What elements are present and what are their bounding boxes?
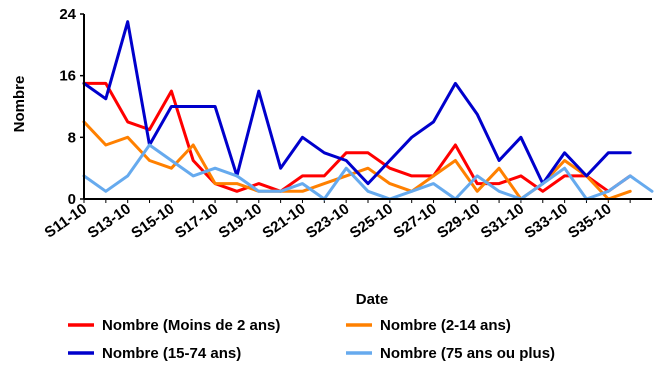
series-line-4 bbox=[82, 143, 654, 201]
series-line-3 bbox=[82, 20, 632, 186]
x-tick-label: S25-10 bbox=[347, 200, 396, 242]
y-axis-title-group: Nombre bbox=[11, 76, 28, 133]
y-tick-label: 0 bbox=[68, 191, 76, 208]
y-tick-label: 16 bbox=[59, 68, 76, 85]
x-tick-label: S21-10 bbox=[259, 200, 308, 242]
x-tick-label: S11-10 bbox=[42, 200, 91, 241]
x-tick-label: S27-10 bbox=[390, 200, 439, 242]
x-tick-label: S17-10 bbox=[172, 200, 221, 242]
x-tick-label: S13-10 bbox=[85, 200, 134, 242]
y-tick-label: 24 bbox=[59, 6, 76, 23]
series-line-1 bbox=[82, 81, 632, 193]
x-tick-label: S33-10 bbox=[522, 200, 571, 242]
x-tick-label: S23-10 bbox=[303, 200, 352, 242]
legend-label: Nombre (Moins de 2 ans) bbox=[102, 317, 280, 334]
legend-label: Nombre (75 ans ou plus) bbox=[380, 345, 555, 362]
x-tick-label: S19-10 bbox=[216, 200, 265, 242]
y-tick-label: 8 bbox=[68, 129, 76, 146]
legend-label: Nombre (15-74 ans) bbox=[102, 345, 241, 362]
x-tick-label: S15-10 bbox=[128, 200, 177, 242]
x-tick-label: S35-10 bbox=[565, 200, 614, 242]
y-axis-ticks: 0 8 16 24 bbox=[59, 6, 84, 208]
y-axis-title: Nombre bbox=[11, 76, 28, 133]
x-tick-label: S29-10 bbox=[434, 200, 483, 242]
series-lines bbox=[82, 20, 654, 201]
x-axis-title: Date bbox=[356, 291, 389, 308]
legend: Nombre (Moins de 2 ans) Nombre (2-14 ans)… bbox=[68, 317, 555, 362]
legend-label: Nombre (2-14 ans) bbox=[380, 317, 511, 334]
x-axis-ticks: S11-10S13-10S15-10S17-10S19-10S21-10S23-… bbox=[42, 199, 631, 242]
axes bbox=[83, 14, 652, 200]
x-tick-label: S31-10 bbox=[478, 200, 527, 242]
